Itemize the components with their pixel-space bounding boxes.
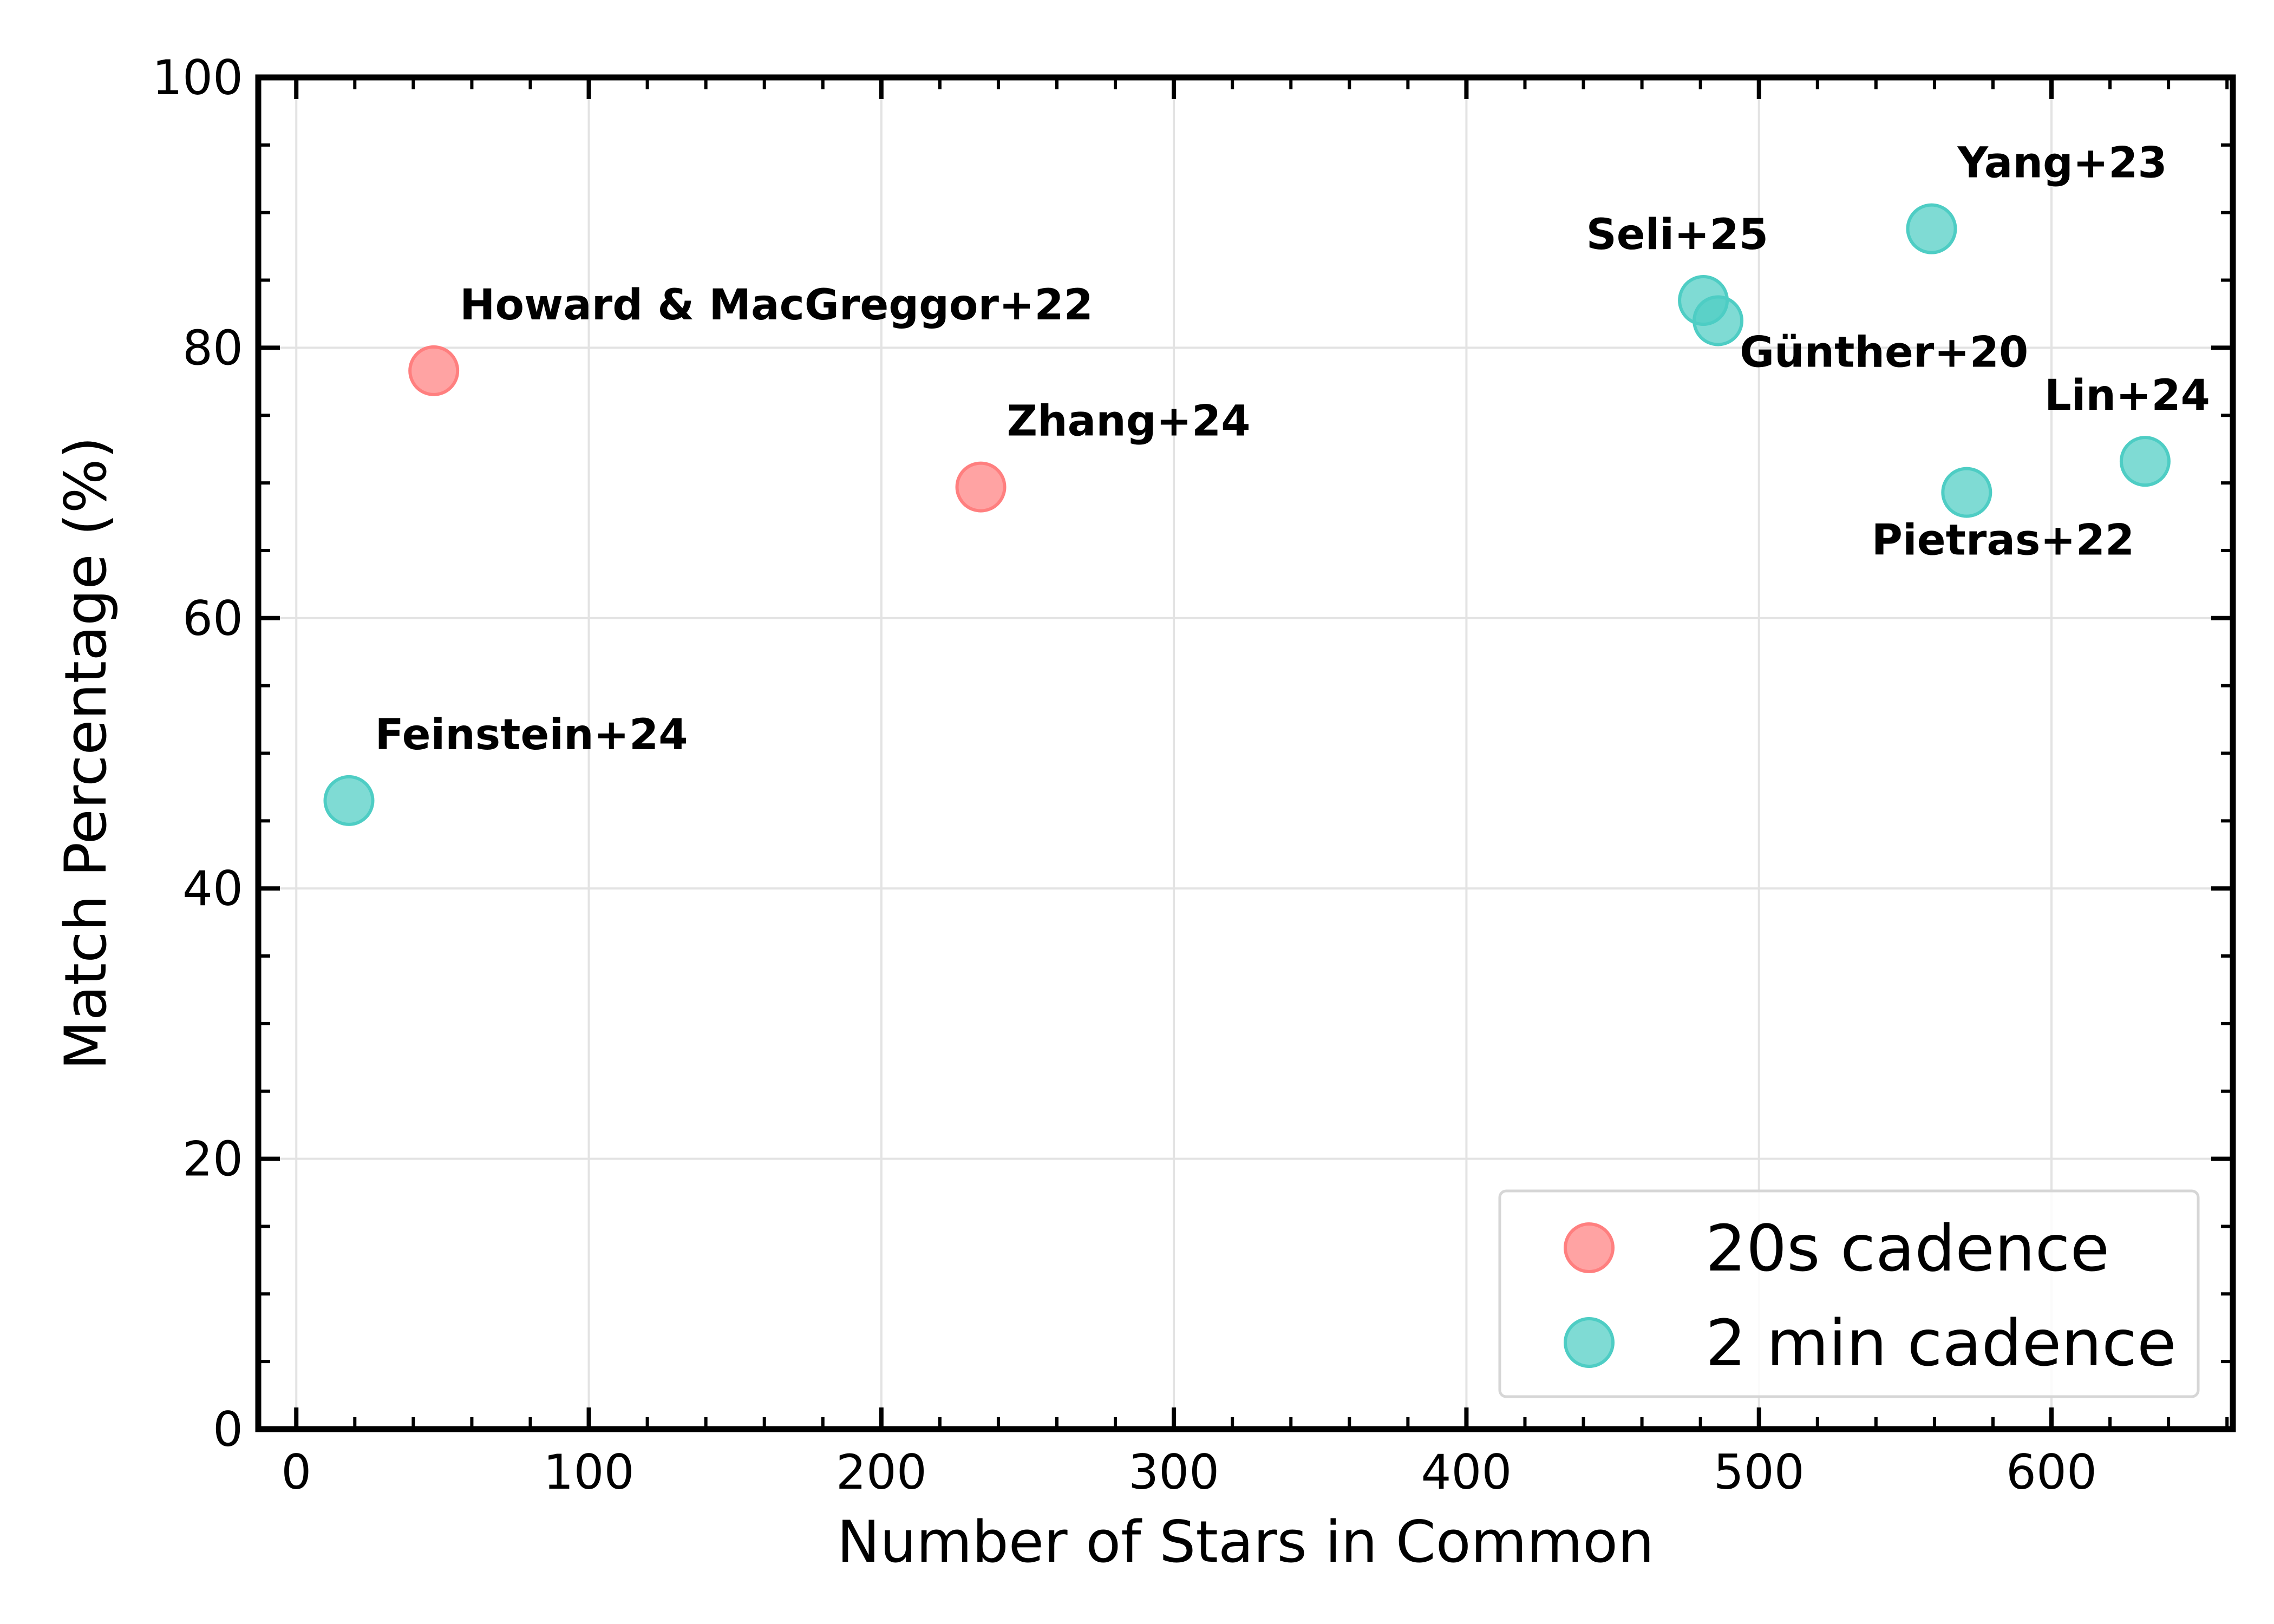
legend-label-20s: 20s cadence [1706, 1211, 2109, 1286]
point-label: Yang+23 [1957, 139, 2167, 188]
x-tick-label: 400 [1421, 1444, 1512, 1500]
legend-marker-20s [1564, 1222, 1615, 1273]
legend-marker-2min [1564, 1317, 1615, 1368]
y-tick-label: 0 [213, 1402, 243, 1457]
point-label: Günther+20 [1740, 328, 2028, 377]
point-label: Zhang+24 [1007, 397, 1251, 446]
point-annotations: Howard & MacGreggor+22 Zhang+24 Feinstein+… [375, 139, 2210, 759]
point-label: Seli+25 [1586, 211, 1768, 259]
data-point [2119, 436, 2171, 487]
x-tick-label: 0 [281, 1444, 311, 1500]
legend-box [1498, 1189, 2200, 1398]
data-point [1906, 203, 1957, 254]
tick-labels: 0 100 200 300 400 500 600 0 20 40 60 80 100 [152, 50, 2097, 1500]
y-axis-title: Match Percentage (%) [53, 436, 119, 1070]
y-tick-label: 100 [152, 50, 243, 106]
x-tick-label: 600 [2006, 1444, 2097, 1500]
x-tick-label: 500 [1714, 1444, 1805, 1500]
x-tick-label: 300 [1128, 1444, 1219, 1500]
y-tick-label: 40 [182, 861, 243, 916]
point-label: Lin+24 [2044, 371, 2210, 420]
point-label: Feinstein+24 [375, 711, 688, 759]
data-point [408, 345, 460, 396]
data-point [955, 461, 1007, 513]
y-tick-label: 80 [182, 320, 243, 376]
point-label: Howard & MacGreggor+22 [460, 281, 1093, 330]
data-point [1941, 467, 1992, 518]
y-tick-label: 20 [182, 1131, 243, 1187]
plot-frame [255, 74, 2236, 1432]
legend-label-2min: 2 min cadence [1706, 1306, 2177, 1380]
x-axis-title: Number of Stars in Common [837, 1509, 1654, 1575]
x-tick-label: 200 [836, 1444, 927, 1500]
x-tick-label: 100 [544, 1444, 635, 1500]
data-point [323, 775, 375, 826]
data-points [323, 203, 2171, 826]
point-label: Pietras+22 [1872, 516, 2135, 565]
y-tick-label: 60 [182, 591, 243, 646]
legend: 20s cadence 2 min cadence [1498, 1189, 2200, 1398]
data-point [1693, 295, 1744, 346]
